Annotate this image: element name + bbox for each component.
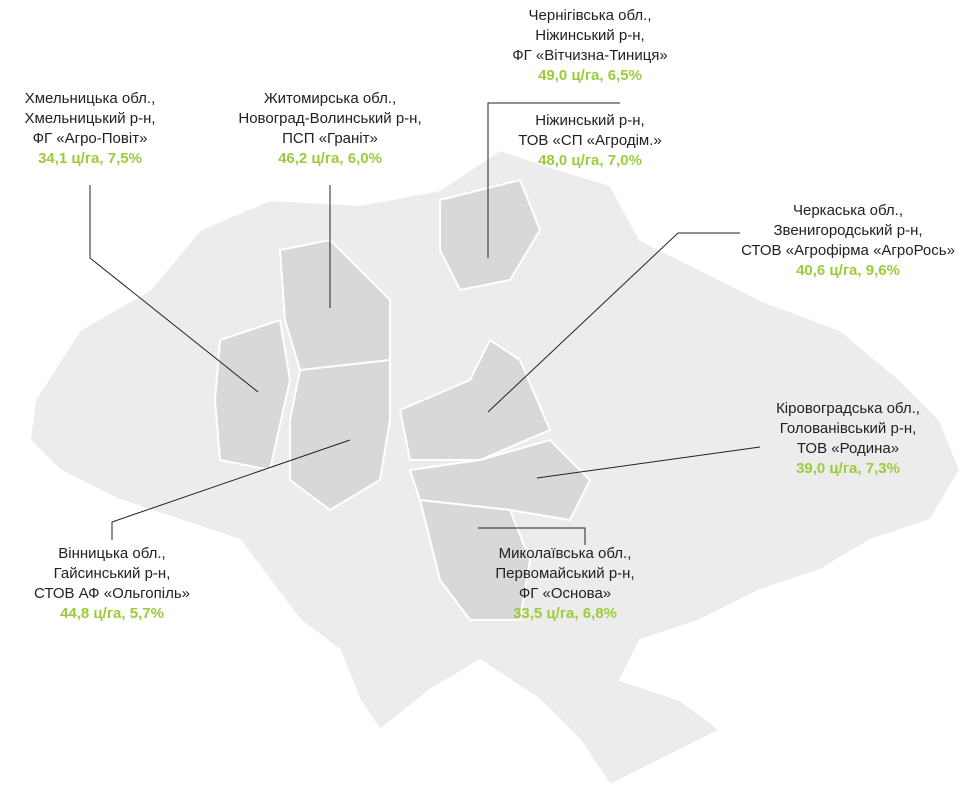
callout-text: Звенигородський р-н, (773, 222, 922, 239)
callout-text: Вінницька обл., (58, 545, 165, 562)
callout-text: Житомирська обл., (264, 90, 396, 107)
callout-text: Кіровоградська обл., (776, 400, 920, 417)
callout-text: СТОВ «Агрофірма «АгроРось» (741, 242, 955, 259)
callout-text: ФГ «Вітчизна-Тиниця» (512, 47, 668, 64)
region (213, 318, 292, 472)
callout-stats: 33,5 ц/га, 6,8% (513, 605, 617, 622)
callout-stats: 44,8 ц/га, 5,7% (60, 605, 164, 622)
region (439, 178, 542, 292)
callout-stats: 46,2 ц/га, 6,0% (278, 150, 382, 167)
callout-stats: 34,1 ц/га, 7,5% (38, 150, 142, 167)
callout-text: Голованівський р-н, (780, 420, 917, 437)
leaders (89, 102, 761, 545)
callout-text: Хмельницький р-н, (24, 110, 155, 127)
callout-stats: 39,0 ц/га, 7,3% (796, 460, 900, 477)
callout-text: ФГ «Агро-Повіт» (33, 130, 148, 147)
map-shapes (28, 148, 962, 787)
region (418, 498, 532, 621)
region (398, 338, 552, 461)
callout-stats: 40,6 ц/га, 9,6% (796, 262, 900, 279)
callout-stats: 49,0 ц/га, 6,5% (538, 67, 642, 84)
leader-line (487, 102, 620, 258)
callout-text: ТОВ «СП «Агродім.» (518, 132, 662, 149)
callout-stats: 48,0 ц/га, 7,0% (538, 152, 642, 169)
callout-text: Гайсинський р-н, (54, 565, 171, 582)
leader-line (111, 439, 351, 540)
callout-text: Хмельницька обл., (25, 90, 156, 107)
callout-text: Ніжинський р-н, (535, 112, 644, 129)
leader-line (536, 446, 761, 479)
callout-text: ПСП «Граніт» (282, 130, 378, 147)
callout-text: Миколаївська обл., (499, 545, 632, 562)
callout-text: Первомайський р-н, (495, 565, 634, 582)
callout-text: Новоград-Волинський р-н, (238, 110, 421, 127)
callout-text: Ніжинський р-н, (535, 27, 644, 44)
leader-line (487, 232, 740, 413)
callout-text: Черкаська обл., (793, 202, 903, 219)
callout-text: ТОВ «Родина» (797, 440, 899, 457)
labels: Хмельницька обл., Хмельницький р-н, ФГ «Аг… (24, 7, 954, 622)
leader-line (89, 185, 259, 393)
callout-text: СТОВ АФ «Ольгопіль» (34, 585, 190, 602)
leader-line (478, 527, 586, 545)
callout-text: Чернігівська обл., (529, 7, 652, 24)
region (289, 358, 391, 512)
callout-text: ФГ «Основа» (519, 585, 611, 602)
